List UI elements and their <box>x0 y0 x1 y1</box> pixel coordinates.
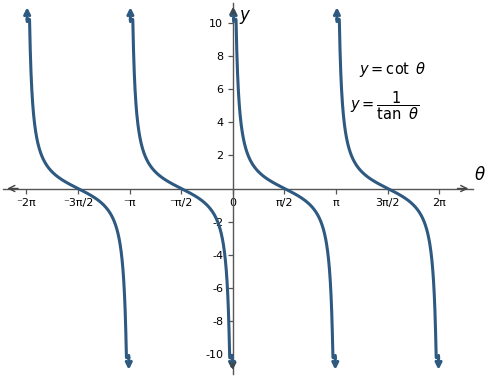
Text: $y = \cot\ \theta$: $y = \cot\ \theta$ <box>359 60 427 79</box>
Text: y: y <box>240 6 249 24</box>
Text: $y = \dfrac{1}{\tan\ \theta}$: $y = \dfrac{1}{\tan\ \theta}$ <box>350 89 418 122</box>
Text: θ: θ <box>474 166 485 184</box>
